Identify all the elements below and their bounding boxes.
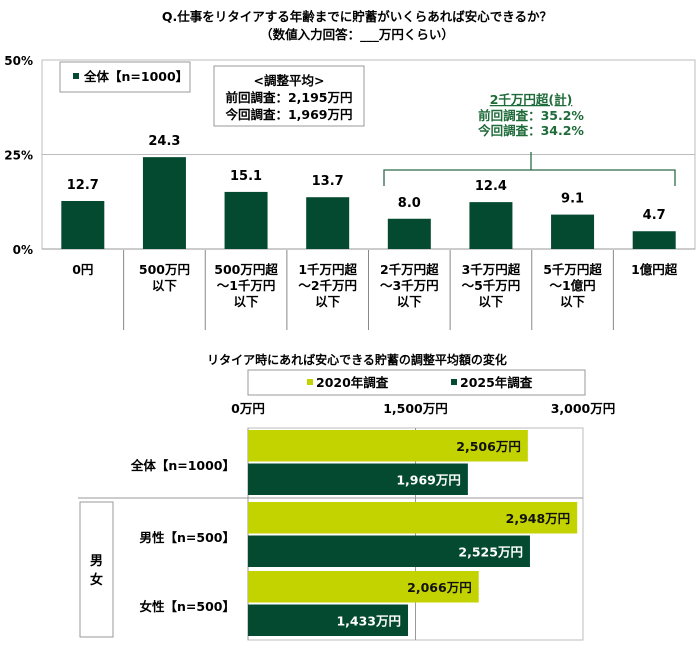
category-label: 1億円超: [631, 262, 678, 277]
data-label: 2,948万円: [506, 511, 571, 526]
category-label: ～3千万円: [380, 278, 439, 293]
average-box: [213, 65, 365, 127]
legend2-label: 2020年調査: [316, 375, 389, 390]
chart-subtitle: （数値入力回答：___万円くらい）: [260, 27, 454, 43]
bar: [551, 214, 595, 249]
category-label: 男性【n=500】: [140, 530, 235, 545]
bar: [387, 218, 431, 249]
category-label: 0円: [72, 262, 93, 277]
category-label: 以下: [234, 294, 260, 309]
y-tick-label: 0%: [13, 243, 33, 257]
chart2-title: リタイア時にあれば安心できる貯蓄の調整平均額の変化: [207, 352, 507, 367]
bar: [224, 191, 268, 249]
data-label: 2,525万円: [458, 545, 523, 560]
bar: [632, 231, 676, 249]
category-label: 2千万円超: [380, 262, 439, 277]
bar: [248, 430, 528, 462]
data-label: 1,969万円: [396, 473, 461, 488]
data-label: 24.3: [148, 134, 180, 149]
legend-box: [59, 61, 191, 93]
group-label-box: [79, 501, 114, 638]
category-label: ～1千万円: [217, 278, 276, 293]
y-tick-label: 50%: [4, 54, 33, 68]
bar: [469, 202, 513, 249]
legend-label: 全体【n=1000】: [83, 69, 188, 84]
group-label-char: 男: [90, 554, 103, 569]
bar: [248, 604, 409, 636]
x-tick-label: 3,000万円: [551, 401, 616, 416]
data-label: 13.7: [312, 174, 344, 189]
category-label: 以下: [478, 294, 504, 309]
data-label: 1,433万円: [336, 614, 401, 629]
bar: [142, 157, 186, 249]
category-label: 以下: [397, 294, 423, 309]
legend2-box: [247, 369, 586, 396]
average-text: 前回調査：2,195万円: [225, 90, 352, 105]
average-text: 今回調査：1,969万円: [224, 107, 352, 122]
legend2-swatch: [451, 379, 457, 385]
bar: [248, 535, 530, 567]
legend2-label: 2025年調査: [460, 375, 533, 390]
data-label: 15.1: [230, 169, 262, 184]
over-20m-title: 2千万円超(計): [490, 92, 573, 107]
category-label: 3千万円超: [462, 262, 521, 277]
chart-title: Q.仕事をリタイアする年齢までに貯蓄がいくらあれば安心できるか？: [162, 9, 552, 24]
bar: [61, 200, 105, 249]
category-label: ～2千万円: [298, 278, 357, 293]
category-label: 女性【n=500】: [140, 599, 235, 614]
category-label: 以下: [152, 278, 178, 293]
data-label: 12.4: [475, 179, 507, 194]
over-20m-text: 今回調査：34.2%: [477, 123, 584, 138]
category-label: 以下: [315, 294, 341, 309]
annotation-bg: [455, 88, 605, 138]
over-20m-text: 前回調査：35.2%: [478, 108, 584, 123]
bar: [306, 197, 350, 249]
category-label: 500万円超: [214, 262, 278, 277]
data-label: 12.7: [67, 178, 99, 193]
category-label: ～1億円: [549, 278, 595, 293]
average-text: <調整平均>: [254, 73, 325, 88]
category-label: 全体【n=1000】: [130, 458, 235, 473]
data-label: 8.0: [398, 196, 421, 211]
x-tick-label: 1,500万円: [383, 401, 448, 416]
legend-swatch: [73, 73, 79, 79]
data-label: 4.7: [643, 208, 666, 223]
category-label: 500万円: [139, 262, 190, 277]
group-label-char: 女: [90, 572, 103, 588]
bar: [248, 502, 578, 534]
data-label: 9.1: [561, 192, 584, 207]
bar: [248, 571, 479, 603]
data-label: 2,506万円: [456, 439, 521, 454]
bar: [248, 463, 468, 495]
category-label: 5千万円超: [543, 262, 602, 277]
category-label: 以下: [560, 294, 586, 309]
bracket: [383, 152, 676, 186]
category-label: ～5千万円: [462, 278, 521, 293]
legend2-swatch: [307, 379, 313, 385]
category-label: 1千万円超: [298, 262, 357, 277]
data-label: 2,066万円: [407, 580, 472, 595]
x-tick-label: 0万円: [231, 401, 265, 416]
y-tick-label: 25%: [4, 149, 33, 163]
